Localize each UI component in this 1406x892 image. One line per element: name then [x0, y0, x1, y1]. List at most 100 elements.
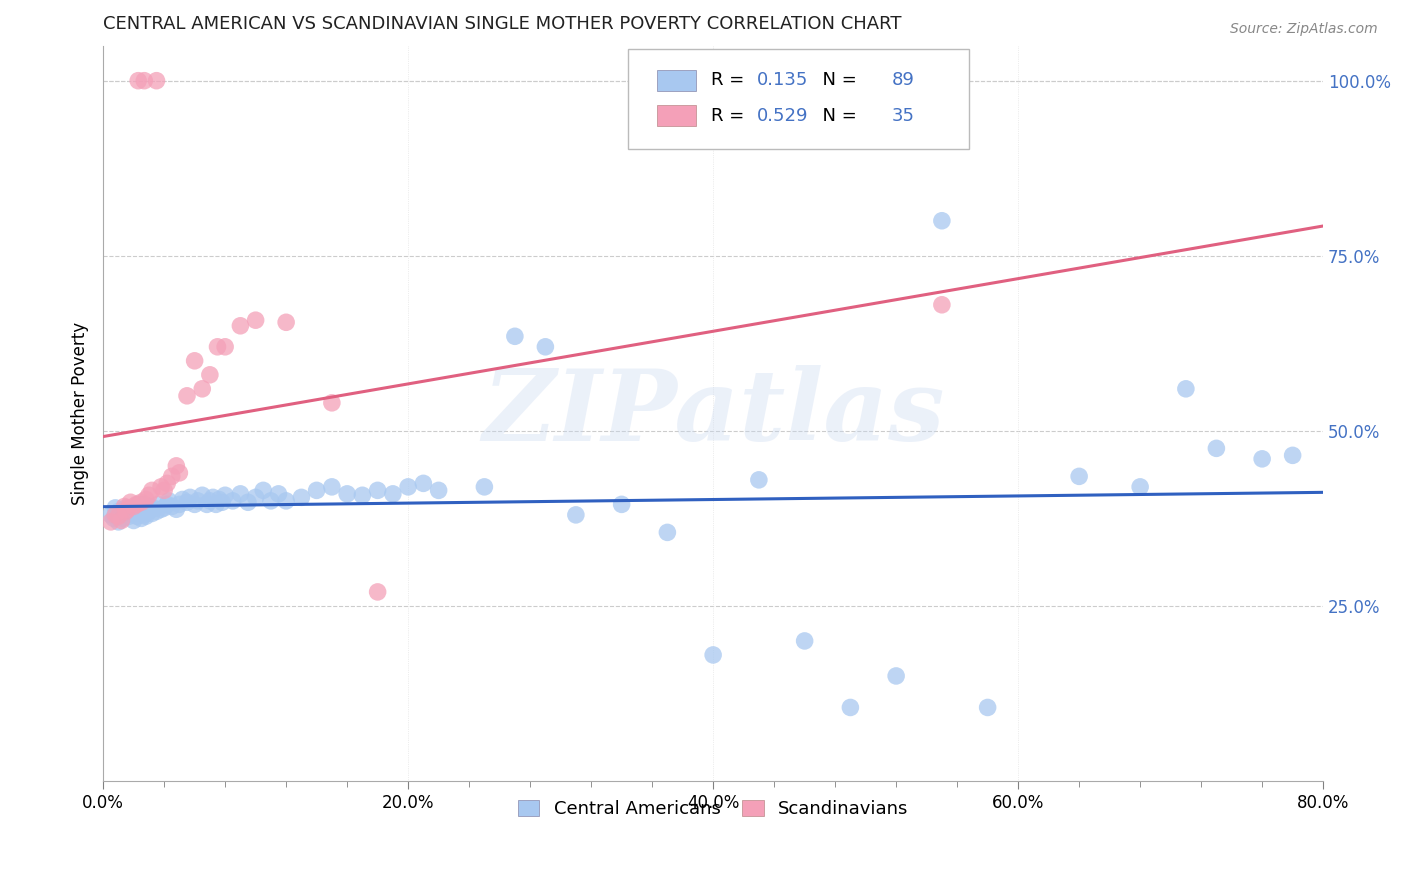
Point	[153, 500, 176, 515]
Point	[205, 497, 228, 511]
Point	[145, 504, 167, 518]
Point	[222, 494, 245, 508]
Point	[305, 483, 328, 498]
Point	[503, 329, 526, 343]
Point	[1281, 448, 1303, 462]
Point	[187, 494, 209, 508]
Point	[245, 491, 267, 505]
Point	[884, 669, 907, 683]
Point	[267, 487, 290, 501]
Point	[1251, 451, 1274, 466]
Point	[229, 318, 252, 333]
Y-axis label: Single Mother Poverty: Single Mother Poverty	[72, 322, 89, 505]
Text: ZIPatlas: ZIPatlas	[482, 365, 945, 461]
Point	[107, 515, 129, 529]
Point	[208, 492, 231, 507]
Point	[381, 487, 404, 501]
Point	[276, 494, 298, 508]
Point	[702, 648, 724, 662]
Point	[236, 495, 259, 509]
Text: 35: 35	[891, 106, 914, 125]
Point	[657, 525, 679, 540]
Point	[114, 500, 136, 514]
Point	[748, 473, 770, 487]
Point	[191, 488, 214, 502]
Point	[134, 497, 156, 511]
Point	[110, 513, 132, 527]
Point	[115, 504, 138, 518]
Point	[534, 340, 557, 354]
Point	[211, 495, 233, 509]
Point	[252, 483, 274, 498]
Point	[107, 509, 129, 524]
Point	[104, 500, 127, 515]
Text: R =: R =	[710, 71, 749, 89]
Point	[474, 480, 496, 494]
Point	[321, 396, 343, 410]
Point	[229, 487, 252, 501]
Point	[156, 476, 179, 491]
Point	[214, 340, 236, 354]
Point	[142, 500, 165, 515]
Point	[427, 483, 450, 498]
Point	[122, 500, 145, 514]
Text: 89: 89	[891, 71, 914, 89]
Point	[120, 495, 142, 509]
Text: CENTRAL AMERICAN VS SCANDINAVIAN SINGLE MOTHER POVERTY CORRELATION CHART: CENTRAL AMERICAN VS SCANDINAVIAN SINGLE …	[103, 15, 901, 33]
Point	[115, 506, 138, 520]
Point	[290, 491, 312, 505]
Point	[129, 511, 152, 525]
Point	[1205, 442, 1227, 456]
Point	[117, 502, 139, 516]
Bar	[657, 105, 696, 126]
Point	[124, 500, 146, 515]
Point	[122, 504, 145, 518]
Point	[138, 500, 160, 514]
Point	[321, 480, 343, 494]
Point	[165, 458, 187, 473]
Point	[135, 492, 157, 507]
Point	[172, 492, 194, 507]
Legend: Central Americans, Scandinavians: Central Americans, Scandinavians	[509, 791, 918, 827]
Point	[134, 73, 156, 87]
Point	[145, 73, 167, 87]
Point	[125, 509, 148, 524]
Point	[367, 585, 389, 599]
Point	[931, 298, 953, 312]
Point	[1069, 469, 1091, 483]
Point	[150, 502, 173, 516]
Point	[138, 488, 160, 502]
Text: R =: R =	[710, 106, 749, 125]
Point	[1129, 480, 1152, 494]
Point	[176, 389, 198, 403]
Point	[118, 509, 141, 524]
Point	[214, 488, 236, 502]
Point	[976, 700, 998, 714]
FancyBboxPatch shape	[627, 49, 969, 149]
Point	[129, 500, 152, 514]
Point	[132, 504, 155, 518]
Point	[104, 508, 127, 522]
Point	[129, 495, 152, 509]
Point	[367, 483, 389, 498]
Point	[141, 483, 163, 498]
Point	[115, 500, 138, 515]
Point	[839, 700, 862, 714]
Text: 0.135: 0.135	[756, 71, 808, 89]
Text: N =: N =	[811, 71, 862, 89]
Point	[207, 340, 229, 354]
Point	[127, 73, 149, 87]
Point	[610, 497, 633, 511]
Point	[103, 511, 125, 525]
Text: N =: N =	[811, 106, 862, 125]
Point	[793, 634, 815, 648]
Point	[183, 497, 205, 511]
Point	[146, 497, 169, 511]
Point	[198, 368, 221, 382]
Point	[120, 502, 142, 516]
Point	[352, 488, 374, 502]
Point	[127, 507, 149, 521]
Point	[141, 507, 163, 521]
Point	[1174, 382, 1197, 396]
Point	[135, 502, 157, 516]
